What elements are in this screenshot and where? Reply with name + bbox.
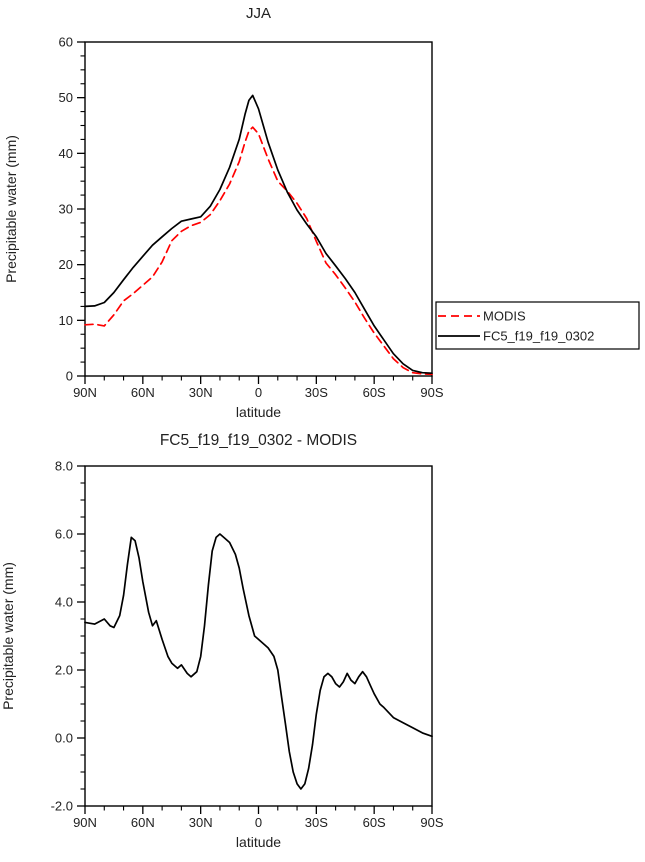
y-tick-label: -2.0: [51, 799, 73, 814]
series-FC5_f19_f19_0302: [84, 94, 433, 375]
chart-title: FC5_f19_f19_0302 - MODIS: [160, 432, 357, 449]
x-tick-label: 30S: [305, 815, 328, 830]
plot-border: [84, 41, 433, 377]
y-axis-label: Precipitable water (mm): [3, 135, 19, 283]
x-tick-label: 60N: [131, 385, 155, 400]
chart-title: JJA: [246, 5, 271, 22]
x-tick-label: 90S: [420, 385, 443, 400]
top-chart: JJA 90N 60N 30N 0 30S 60S 90S 0 10 20 30 40 50 60 latit…: [3, 5, 640, 420]
legend-label: MODIS: [483, 309, 526, 324]
x-tick-label: 60S: [363, 385, 386, 400]
x-tick-label: 0: [255, 385, 262, 400]
y-tick-label: 2.0: [55, 663, 73, 678]
series-MODIS: [84, 126, 433, 376]
x-axis-label: latitude: [236, 834, 281, 850]
y-tick-label: 20: [59, 257, 73, 272]
difference-chart: FC5_f19_f19_0302 - MODIS 90N 60N 30N 0 30S 60S…: [0, 432, 444, 850]
legend-label: FC5_f19_f19_0302: [483, 329, 594, 344]
x-tick-label: 30N: [189, 815, 213, 830]
x-axis-label: latitude: [236, 404, 281, 420]
x-tick-label: 60N: [131, 815, 155, 830]
y-axis-label: Precipitable water (mm): [0, 562, 16, 710]
plot-border: [84, 465, 433, 807]
x-tick-label: 60S: [363, 815, 386, 830]
series-FC5_minus_MODIS: [84, 533, 433, 790]
y-tick-label: 40: [59, 146, 73, 161]
x-tick-label: 30S: [305, 385, 328, 400]
x-tick-label: 0: [255, 815, 262, 830]
y-tick-label: 50: [59, 90, 73, 105]
y-tick-label: 0.0: [55, 731, 73, 746]
x-tick-label: 30N: [189, 385, 213, 400]
legend-box: [435, 301, 640, 350]
y-tick-label: 4.0: [55, 595, 73, 610]
y-tick-label: 0: [66, 369, 73, 384]
y-tick-label: 8.0: [55, 459, 73, 474]
y-tick-label: 10: [59, 313, 73, 328]
y-tick-label: 60: [59, 35, 73, 50]
x-tick-label: 90S: [420, 815, 443, 830]
x-tick-label: 90N: [73, 385, 97, 400]
y-tick-label: 6.0: [55, 527, 73, 542]
y-tick-label: 30: [59, 202, 73, 217]
x-tick-label: 90N: [73, 815, 97, 830]
